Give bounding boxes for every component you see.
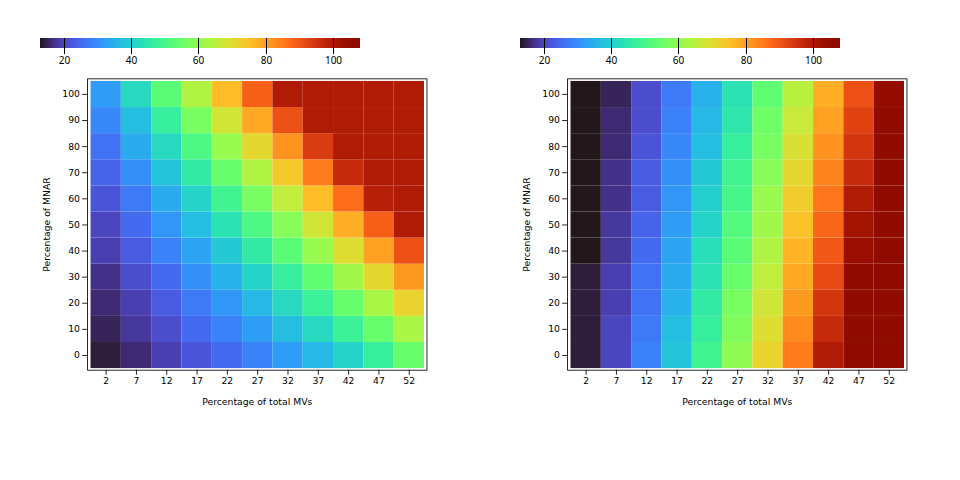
svg-text:7: 7 <box>133 375 139 386</box>
svg-text:60: 60 <box>548 193 560 204</box>
svg-text:40: 40 <box>68 245 80 256</box>
svg-text:100: 100 <box>542 88 560 99</box>
svg-text:7: 7 <box>613 375 619 386</box>
svg-text:17: 17 <box>671 375 683 386</box>
svg-text:47: 47 <box>853 375 865 386</box>
svg-text:Percentage of MNAR: Percentage of MNAR <box>521 177 532 272</box>
svg-text:20: 20 <box>539 53 551 67</box>
svg-text:40: 40 <box>548 245 560 256</box>
svg-text:42: 42 <box>823 375 835 386</box>
svg-text:100: 100 <box>62 88 80 99</box>
svg-text:60: 60 <box>673 53 685 67</box>
svg-text:27: 27 <box>252 375 264 386</box>
svg-text:22: 22 <box>701 375 713 386</box>
svg-text:Percentage of total MVs: Percentage of total MVs <box>682 396 792 407</box>
svg-text:2: 2 <box>583 375 589 386</box>
svg-text:12: 12 <box>641 375 653 386</box>
svg-text:52: 52 <box>403 375 415 386</box>
svg-text:47: 47 <box>373 375 385 386</box>
svg-text:32: 32 <box>762 375 774 386</box>
svg-text:32: 32 <box>282 375 294 386</box>
svg-text:0: 0 <box>74 349 80 360</box>
svg-text:27: 27 <box>732 375 744 386</box>
svg-text:30: 30 <box>68 271 80 282</box>
svg-text:17: 17 <box>191 375 203 386</box>
svg-text:Percentage of MNAR: Percentage of MNAR <box>41 177 52 272</box>
svg-text:30: 30 <box>548 271 560 282</box>
svg-text:20: 20 <box>548 297 560 308</box>
svg-text:80: 80 <box>548 141 560 152</box>
svg-text:10: 10 <box>548 323 560 334</box>
svg-text:37: 37 <box>792 375 804 386</box>
svg-text:60: 60 <box>193 53 205 67</box>
svg-text:42: 42 <box>343 375 355 386</box>
svg-text:50: 50 <box>68 219 80 230</box>
svg-text:90: 90 <box>68 114 80 125</box>
svg-text:80: 80 <box>741 53 753 67</box>
svg-text:90: 90 <box>548 114 560 125</box>
svg-text:50: 50 <box>548 219 560 230</box>
svg-text:100: 100 <box>325 53 342 67</box>
svg-text:70: 70 <box>548 167 560 178</box>
svg-text:37: 37 <box>312 375 324 386</box>
svg-text:100: 100 <box>805 53 822 67</box>
svg-text:60: 60 <box>68 193 80 204</box>
svg-text:20: 20 <box>59 53 71 67</box>
svg-text:40: 40 <box>606 53 618 67</box>
svg-text:80: 80 <box>261 53 273 67</box>
svg-text:22: 22 <box>221 375 233 386</box>
svg-text:52: 52 <box>883 375 895 386</box>
svg-text:2: 2 <box>103 375 109 386</box>
svg-text:10: 10 <box>68 323 80 334</box>
svg-text:70: 70 <box>68 167 80 178</box>
svg-text:80: 80 <box>68 141 80 152</box>
svg-text:40: 40 <box>126 53 138 67</box>
svg-text:0: 0 <box>554 349 560 360</box>
svg-text:12: 12 <box>161 375 173 386</box>
svg-text:20: 20 <box>68 297 80 308</box>
svg-text:Percentage of total MVs: Percentage of total MVs <box>202 396 312 407</box>
